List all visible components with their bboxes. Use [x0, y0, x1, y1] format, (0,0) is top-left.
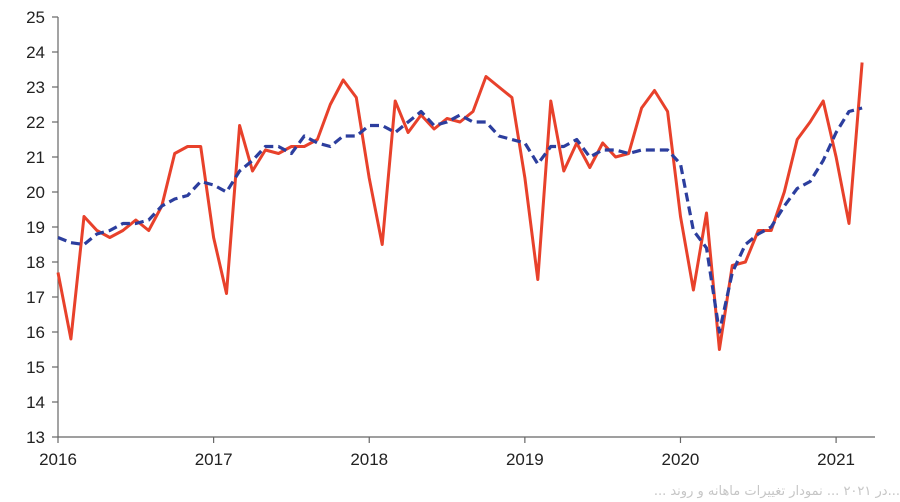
y-tick-label: 13	[26, 428, 45, 447]
y-tick-label: 24	[26, 43, 45, 62]
x-tick-label: 2019	[506, 450, 544, 469]
y-tick-label: 17	[26, 288, 45, 307]
y-tick-label: 15	[26, 358, 45, 377]
chart-caption: ...در ۲۰۲۱ ... نمودار تغییرات ماهانه و ر…	[653, 484, 900, 499]
monthly-series-line	[56, 62, 864, 351]
y-tick-label: 25	[26, 8, 45, 27]
y-tick-label: 14	[26, 393, 45, 412]
y-tick-label: 16	[26, 323, 45, 342]
y-tick-label: 21	[26, 148, 45, 167]
x-tick-label: 2017	[195, 450, 233, 469]
y-tick-label: 18	[26, 253, 45, 272]
y-tick-label: 22	[26, 113, 45, 132]
y-tick-label: 20	[26, 183, 45, 202]
x-tick-label: 2020	[662, 450, 700, 469]
x-tick-label: 2016	[39, 450, 77, 469]
trend-series-line	[57, 106, 863, 334]
x-tick-label: 2021	[817, 450, 855, 469]
x-tick-label: 2018	[350, 450, 388, 469]
x-axis: 2016 2017 2018 2019 2020 2021	[39, 436, 875, 469]
series-lines	[56, 62, 864, 351]
y-tick-label: 23	[26, 78, 45, 97]
y-tick-label: 19	[26, 218, 45, 237]
y-axis: 13 14 15 16 17 18 19 20 21 22 23 24 25	[26, 8, 59, 447]
